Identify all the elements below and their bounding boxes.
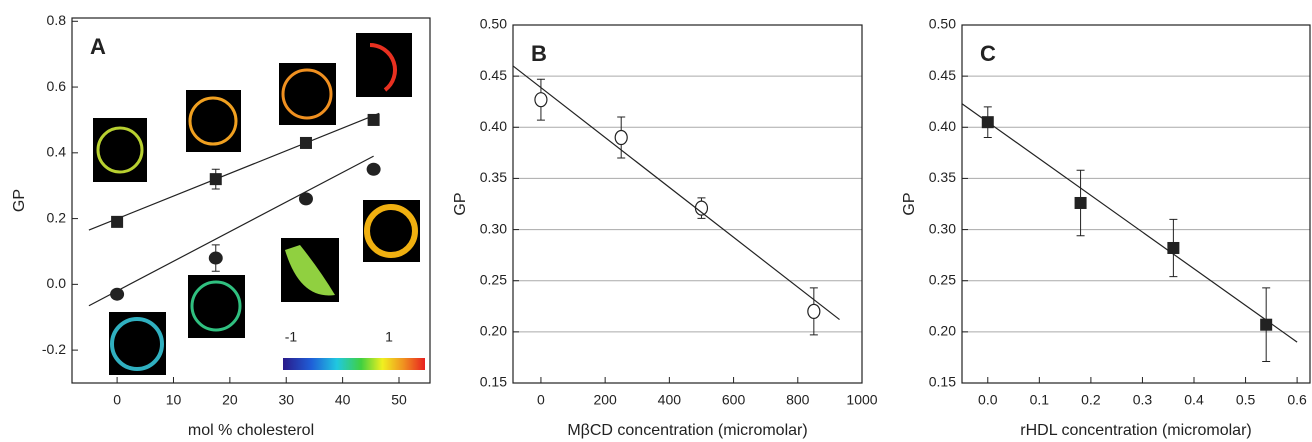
fit-line [88,112,380,231]
plot-frame [71,17,431,384]
y-tick-label: 0.15 [480,374,507,390]
point [111,215,124,228]
x-tick-label: 0 [537,392,545,408]
x-tick-label: 0.2 [1081,392,1101,408]
x-tick-label: 600 [722,392,746,408]
y-tick-label: 0.40 [480,118,507,134]
inset-image [356,33,412,97]
panel-label: B [531,41,547,66]
y-tick-label: 0.4 [47,144,67,160]
fit-line [961,103,1298,343]
inset-image [186,90,241,152]
x-tick-label: 0.1 [1030,392,1050,408]
x-tick-label: 1000 [846,392,877,408]
x-tick-label: 20 [222,392,238,408]
y-tick-label: 0.15 [929,374,956,390]
x-tick-label: 30 [278,392,294,408]
colorbar-label: 1 [385,329,393,345]
y-tick-label: 0.45 [929,67,956,83]
y-tick-label: 0.35 [480,169,507,185]
inset-image [188,275,245,338]
x-axis-label: MβCD concentration (micromolar) [567,422,807,439]
point [807,303,821,319]
point [1074,196,1087,209]
x-tick-label: 0.0 [978,392,998,408]
y-tick-label: 0.20 [929,323,956,339]
colorbar [283,358,425,370]
x-tick-label: 400 [658,392,682,408]
point [1167,241,1180,254]
x-tick-label: 0.4 [1184,392,1204,408]
x-tick-label: 0.3 [1133,392,1153,408]
y-tick-label: 0.6 [47,78,67,94]
inset-image [279,63,336,125]
x-axis-label: rHDL concentration (micromolar) [1020,422,1251,439]
point [208,251,223,265]
point [614,129,628,146]
colorbar-label: -1 [285,329,298,345]
point [366,162,381,176]
y-tick-label: 0.50 [480,16,507,32]
x-tick-label: 40 [335,392,351,408]
y-tick-label: 0.45 [480,67,507,83]
y-tick-label: 0.8 [47,12,67,28]
panel-label: A [90,34,106,59]
x-tick-label: 0.5 [1236,392,1256,408]
y-tick-label: 0.35 [929,169,956,185]
y-axis-label: GP [901,192,918,215]
x-tick-label: 10 [166,392,182,408]
point [110,287,125,301]
y-axis-label: GP [11,189,28,212]
y-tick-label: 0.25 [480,271,507,287]
plot-frame [512,24,863,384]
y-tick-label: 0.30 [480,220,507,236]
y-tick-label: 0.0 [47,275,67,291]
plot-frame [961,24,1311,384]
y-tick-label: 0.2 [47,209,67,225]
point [298,192,313,206]
inset-image [363,200,420,262]
y-tick-label: 0.40 [929,118,956,134]
x-tick-label: 200 [593,392,617,408]
fit-line [512,65,840,321]
y-tick-label: 0.20 [480,323,507,339]
x-axis-label: mol % cholesterol [188,422,314,439]
x-tick-label: 0.6 [1287,392,1307,408]
x-tick-label: 0 [113,392,121,408]
x-tick-label: 800 [786,392,810,408]
inset-image [109,312,166,375]
fit-line [88,155,374,307]
insets [93,33,425,375]
y-tick-label: 0.50 [929,16,956,32]
x-tick-label: 50 [391,392,407,408]
y-tick-label: 0.25 [929,271,956,287]
point [534,92,548,108]
y-tick-label: 0.30 [929,220,956,236]
y-axis-label: GP [452,192,469,215]
panel-label: C [980,41,996,66]
y-tick-label: -0.2 [42,341,66,357]
